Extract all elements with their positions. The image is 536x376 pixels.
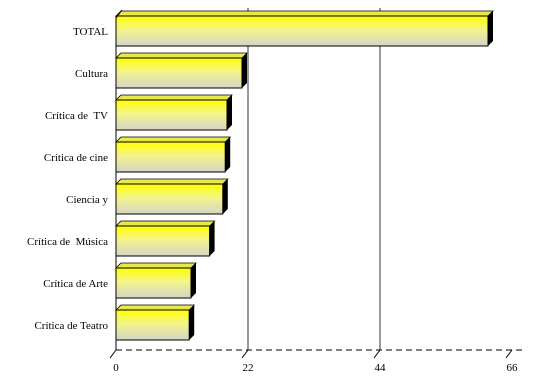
bar-5 xyxy=(115,183,224,215)
bar-1 xyxy=(115,15,489,47)
x-tick-label-66: 66 xyxy=(507,362,519,374)
bar-3 xyxy=(115,99,228,131)
x-tick-label-0: 0 xyxy=(113,362,119,374)
x-tick-44 xyxy=(373,349,381,359)
bar-6 xyxy=(115,225,211,257)
category-label-5: Ciencia y xyxy=(66,194,108,206)
category-label-2: Cultura xyxy=(75,68,108,80)
x-tick-label-44: 44 xyxy=(375,362,387,374)
bar-7 xyxy=(115,267,192,299)
category-label-1: TOTAL xyxy=(73,26,108,38)
y-axis-top-slant xyxy=(115,9,123,19)
x-tick-22 xyxy=(241,349,249,359)
bar-top-face-4 xyxy=(115,136,232,143)
category-label-7: Crítica de Arte xyxy=(43,278,108,290)
bar-8 xyxy=(115,309,190,341)
bar-top-face-2 xyxy=(115,52,248,59)
x-tick-0 xyxy=(109,349,117,359)
bar-top-face-3 xyxy=(115,94,233,101)
category-label-4: Crítica de cine xyxy=(44,152,108,164)
x-tick-66 xyxy=(505,349,513,359)
category-label-3: Crítica de TV xyxy=(45,110,108,122)
bar-top-face-7 xyxy=(115,262,197,269)
x-tick-label-22: 22 xyxy=(243,362,254,374)
bar-4 xyxy=(115,141,226,173)
category-label-6: Crítica de Música xyxy=(27,236,108,248)
bar-top-face-6 xyxy=(115,220,216,227)
bar-top-face-8 xyxy=(115,304,196,311)
category-label-8: Crítica de Teatro xyxy=(34,320,108,332)
bar-top-face-5 xyxy=(115,178,229,185)
bar-2 xyxy=(115,57,243,89)
bar-top-face-1 xyxy=(115,10,494,17)
